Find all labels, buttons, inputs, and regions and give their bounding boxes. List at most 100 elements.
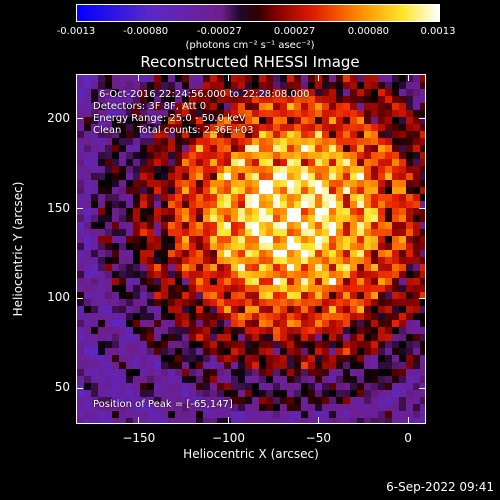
heatmap-cell [252,215,260,223]
heatmap-cell [399,236,407,244]
heatmap-cell [91,299,99,307]
heatmap-cell [112,166,120,174]
heatmap-cell [189,285,197,293]
heatmap-cell [287,355,295,363]
heatmap-cell [224,376,232,384]
heatmap-cell [266,292,274,300]
heatmap-cell [252,411,260,419]
heatmap-cell [126,166,134,174]
heatmap-cell [217,243,225,251]
heatmap-cell [119,418,127,423]
heatmap-cell [371,362,379,370]
heatmap-cell [140,341,148,349]
heatmap-cell [154,327,162,335]
heatmap-cell [133,215,141,223]
heatmap-cell [280,355,288,363]
heatmap-cell [154,117,162,125]
heatmap-cell [259,75,267,83]
heatmap-cell [406,376,414,384]
heatmap-cell [308,110,316,118]
heatmap-cell [126,222,134,230]
heatmap-cell [238,187,246,195]
heatmap-cell [343,124,351,132]
heatmap-cell [175,362,183,370]
heatmap-cell [84,75,92,83]
heatmap-cell [168,362,176,370]
heatmap-cell [224,89,232,97]
heatmap-cell [385,110,393,118]
heatmap-cell [364,376,372,384]
heatmap-cell [154,180,162,188]
heatmap-cell [287,75,295,83]
heatmap-cell [84,89,92,97]
heatmap-cell [91,194,99,202]
heatmap-cell [98,418,106,423]
heatmap-cell [217,411,225,419]
heatmap-cell [280,292,288,300]
heatmap-cell [175,250,183,258]
heatmap-cell [392,96,400,104]
colorbar-units-label: (photons cm⁻² s⁻¹ asec⁻²) [185,40,315,51]
heatmap-cell [238,299,246,307]
heatmap-cell [238,145,246,153]
heatmap-cell [98,236,106,244]
heatmap-cell [196,264,204,272]
heatmap-cell [399,145,407,153]
heatmap-cell [273,411,281,419]
heatmap-cell [399,278,407,286]
heatmap-cell [147,208,155,216]
heatmap-cell [266,201,274,209]
heatmap-cell [217,89,225,97]
heatmap-cell [112,145,120,153]
heatmap-cell [294,369,302,377]
heatmap-cell [280,215,288,223]
heatmap-cell [126,271,134,279]
heatmap-cell [343,327,351,335]
heatmap-cell [273,341,281,349]
heatmap-cell [392,89,400,97]
heatmap-cell [91,75,99,83]
heatmap-cell [196,173,204,181]
heatmap-cell [161,285,169,293]
heatmap-cell [287,257,295,265]
heatmap-cell [385,418,393,423]
heatmap-cell [273,250,281,258]
heatmap-cell [91,187,99,195]
heatmap-cell [280,383,288,391]
heatmap-cell [371,390,379,398]
heatmap-cell [329,124,337,132]
heatmap-cell [245,89,253,97]
heatmap-cell [287,313,295,321]
heatmap-cell [231,138,239,146]
heatmap-cell [252,138,260,146]
heatmap-cell [322,89,330,97]
heatmap-cell [385,215,393,223]
heatmap-cell [84,131,92,139]
heatmap-cell [210,271,218,279]
heatmap-cell [252,348,260,356]
heatmap-cell [252,390,260,398]
heatmap-cell [140,292,148,300]
heatmap-cell [133,187,141,195]
heatmap-cell [294,376,302,384]
heatmap-cell [189,313,197,321]
heatmap-cell [378,257,386,265]
y-tick-label: 50 [54,380,70,395]
heatmap-cell [371,131,379,139]
heatmap-cell [147,313,155,321]
heatmap-cell [182,327,190,335]
heatmap-cell [77,320,85,328]
heatmap-cell [154,334,162,342]
heatmap-cell [154,96,162,104]
heatmap-cell [420,313,425,321]
heatmap-cell [203,285,211,293]
heatmap-cell [189,390,197,398]
heatmap-cell [168,257,176,265]
heatmap-cell [315,215,323,223]
heatmap-cell [413,376,421,384]
heatmap-cell [399,229,407,237]
heatmap-cell [133,103,141,111]
heatmap-cell [315,397,323,405]
heatmap-cell [224,264,232,272]
heatmap-cell [280,117,288,125]
